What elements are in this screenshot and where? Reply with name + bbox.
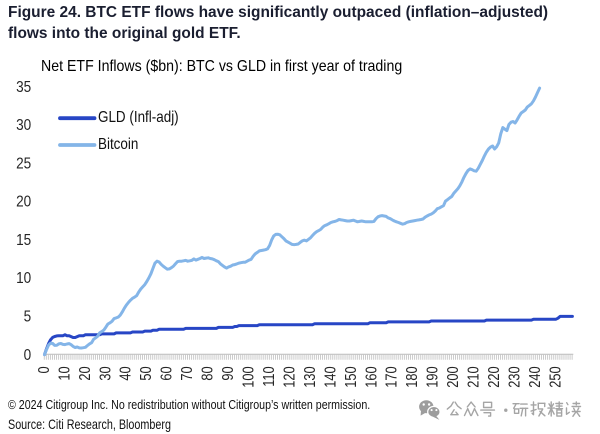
svg-text:80: 80 [199,366,217,380]
svg-text:25: 25 [16,155,31,172]
svg-text:180: 180 [404,366,422,387]
svg-text:0: 0 [24,347,32,364]
svg-text:10: 10 [16,270,31,287]
svg-text:20: 20 [77,366,95,380]
svg-text:220: 220 [486,366,504,387]
svg-text:100: 100 [240,366,258,387]
svg-text:250: 250 [547,366,565,387]
svg-text:30: 30 [97,366,115,380]
svg-text:170: 170 [383,366,401,387]
svg-text:30: 30 [16,117,31,134]
svg-text:210: 210 [465,366,483,387]
svg-text:140: 140 [322,366,340,387]
svg-text:15: 15 [16,232,31,249]
svg-text:40: 40 [117,366,135,380]
svg-text:110: 110 [261,366,279,386]
svg-text:150: 150 [343,366,361,387]
svg-text:20: 20 [16,194,31,211]
svg-text:60: 60 [158,366,176,380]
svg-text:190: 190 [424,366,442,387]
svg-text:0: 0 [36,366,54,373]
svg-text:200: 200 [445,366,463,387]
svg-text:160: 160 [363,366,381,387]
svg-text:90: 90 [220,366,238,380]
svg-text:10: 10 [56,366,74,380]
svg-text:70: 70 [179,366,197,380]
svg-text:130: 130 [302,366,320,387]
svg-text:120: 120 [281,366,299,387]
svg-text:5: 5 [24,309,32,326]
svg-text:230: 230 [506,366,524,387]
svg-text:240: 240 [527,366,545,387]
svg-text:35: 35 [16,79,31,96]
svg-text:50: 50 [138,366,156,380]
